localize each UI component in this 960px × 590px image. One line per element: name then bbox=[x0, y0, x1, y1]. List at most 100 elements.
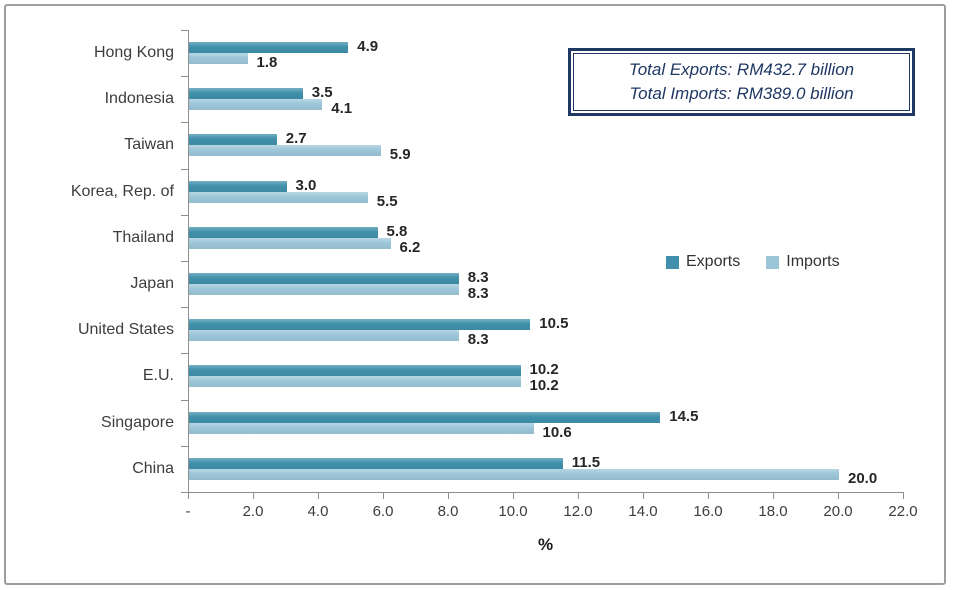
bar-group: 11.5 20.0 bbox=[189, 446, 904, 492]
y-axis-tick bbox=[181, 214, 188, 216]
x-axis-tick bbox=[578, 493, 579, 499]
x-axis-tick bbox=[513, 493, 514, 499]
imports-bar bbox=[189, 330, 459, 342]
value-label-imports: 10.6 bbox=[542, 423, 572, 441]
imports-bar bbox=[189, 284, 459, 295]
x-axis-tick-label: 20.0 bbox=[823, 503, 853, 520]
value-label-exports: 8.3 bbox=[467, 269, 489, 286]
y-axis-tick bbox=[181, 30, 188, 31]
value-label-exports: 10.2 bbox=[529, 361, 559, 379]
exports-bar bbox=[189, 88, 303, 100]
category-labels: Hong Kong Indonesia Taiwan Korea, Rep. of Th… bbox=[0, 30, 174, 492]
x-axis-tick bbox=[188, 493, 189, 499]
category-label: Hong Kong bbox=[93, 44, 174, 61]
legend-swatch-imports bbox=[766, 256, 780, 269]
bar-group: 10.5 8.3 bbox=[189, 307, 904, 353]
value-label-imports: 10.2 bbox=[529, 377, 559, 395]
value-label-imports: 8.3 bbox=[467, 285, 489, 302]
total-exports-text: Total Exports: RM432.7 billion bbox=[628, 60, 855, 79]
x-axis-tick-label: 6.0 bbox=[372, 503, 394, 520]
bar-group: 3.0 5.5 bbox=[189, 169, 904, 215]
value-label-imports: 4.1 bbox=[331, 100, 353, 118]
exports-bar bbox=[189, 457, 563, 469]
imports-bar bbox=[189, 191, 368, 203]
x-axis-tick bbox=[448, 493, 449, 499]
exports-bar bbox=[189, 180, 287, 192]
category-label: Taiwan bbox=[124, 136, 174, 154]
legend-swatch-exports bbox=[666, 256, 679, 269]
value-label-exports: 4.9 bbox=[357, 38, 379, 55]
category-label: United States bbox=[77, 321, 174, 339]
exports-bar bbox=[189, 273, 459, 284]
category-label: E.U. bbox=[142, 367, 174, 385]
x-axis-tick bbox=[253, 493, 254, 499]
exports-bar bbox=[189, 365, 521, 377]
x-axis-tick bbox=[708, 493, 709, 499]
bar-group: 10.2 10.2 bbox=[189, 353, 904, 399]
legend-label: Exports bbox=[686, 253, 741, 270]
legend-item: Exports bbox=[666, 253, 740, 271]
x-axis-tick bbox=[383, 493, 384, 499]
x-axis-tick-label: 2.0 bbox=[242, 503, 264, 520]
bar-group: 14.5 10.6 bbox=[189, 400, 904, 446]
y-axis-tick bbox=[181, 353, 188, 355]
legend-label: Imports bbox=[786, 253, 840, 270]
y-axis-tick bbox=[181, 76, 188, 78]
x-axis-tick bbox=[838, 493, 839, 499]
x-axis-tick bbox=[318, 493, 319, 499]
value-label-imports: 20.0 bbox=[848, 469, 878, 487]
value-label-imports: 1.8 bbox=[256, 54, 278, 71]
y-axis-tick bbox=[181, 399, 188, 401]
category-label: Indonesia bbox=[104, 90, 174, 108]
category-label: Korea, Rep. of bbox=[70, 182, 174, 200]
value-label-exports: 11.5 bbox=[571, 453, 601, 471]
totals-box-inner: Total Exports: RM432.7 billion Total Imp… bbox=[573, 53, 910, 111]
y-axis-tick bbox=[181, 445, 188, 447]
x-axis-tick-label: 10.0 bbox=[498, 503, 528, 520]
y-axis-tick bbox=[181, 307, 188, 309]
x-axis-tick-label: 18.0 bbox=[758, 503, 788, 520]
value-label-exports: 14.5 bbox=[669, 407, 699, 425]
x-axis-tick-label: 12.0 bbox=[563, 503, 593, 520]
x-axis-tick-label: 16.0 bbox=[693, 503, 723, 520]
x-axis-tick bbox=[903, 493, 904, 499]
bar-group: 5.8 6.2 bbox=[189, 215, 904, 261]
exports-bar bbox=[189, 42, 349, 53]
value-label-imports: 6.2 bbox=[399, 238, 421, 256]
value-label-imports: 8.3 bbox=[467, 331, 489, 349]
imports-bar bbox=[189, 53, 248, 64]
category-label: Japan bbox=[130, 275, 174, 292]
bar-group: 4.9 1.8 bbox=[189, 30, 904, 76]
x-axis-tick-label: 8.0 bbox=[437, 503, 459, 520]
category-label: China bbox=[132, 459, 174, 477]
value-label-exports: 3.0 bbox=[295, 176, 317, 194]
legend: Exports Imports bbox=[666, 253, 840, 271]
imports-bar bbox=[189, 376, 521, 388]
x-axis-tick-label: - bbox=[185, 503, 191, 520]
imports-bar bbox=[189, 468, 839, 480]
value-label-exports: 5.8 bbox=[386, 222, 408, 240]
bar-group: 2.7 5.9 bbox=[189, 122, 904, 168]
imports-bar bbox=[189, 237, 391, 249]
value-label-imports: 5.5 bbox=[376, 192, 398, 210]
value-label-exports: 2.7 bbox=[285, 130, 307, 148]
exports-bar bbox=[189, 319, 531, 331]
value-label-imports: 5.9 bbox=[389, 146, 411, 164]
total-imports-text: Total Imports: RM389.0 billion bbox=[629, 84, 854, 103]
totals-box: Total Exports: RM432.7 billion Total Imp… bbox=[568, 48, 915, 116]
x-axis-tick bbox=[773, 493, 774, 499]
x-axis-tick bbox=[643, 493, 644, 499]
bar-group: 8.3 8.3 bbox=[189, 261, 904, 307]
exports-bar bbox=[189, 226, 378, 238]
x-axis-tick-label: 22.0 bbox=[888, 503, 918, 520]
exports-bar bbox=[189, 134, 277, 146]
imports-bar bbox=[189, 99, 323, 111]
x-axis-tick-label: 14.0 bbox=[628, 503, 658, 520]
imports-bar bbox=[189, 422, 534, 434]
legend-item: Imports bbox=[766, 253, 840, 271]
value-label-exports: 3.5 bbox=[311, 84, 333, 102]
category-label: Singapore bbox=[101, 413, 174, 431]
category-label: Thailand bbox=[112, 228, 174, 246]
y-axis-tick bbox=[181, 492, 188, 493]
y-axis-tick bbox=[181, 168, 188, 170]
